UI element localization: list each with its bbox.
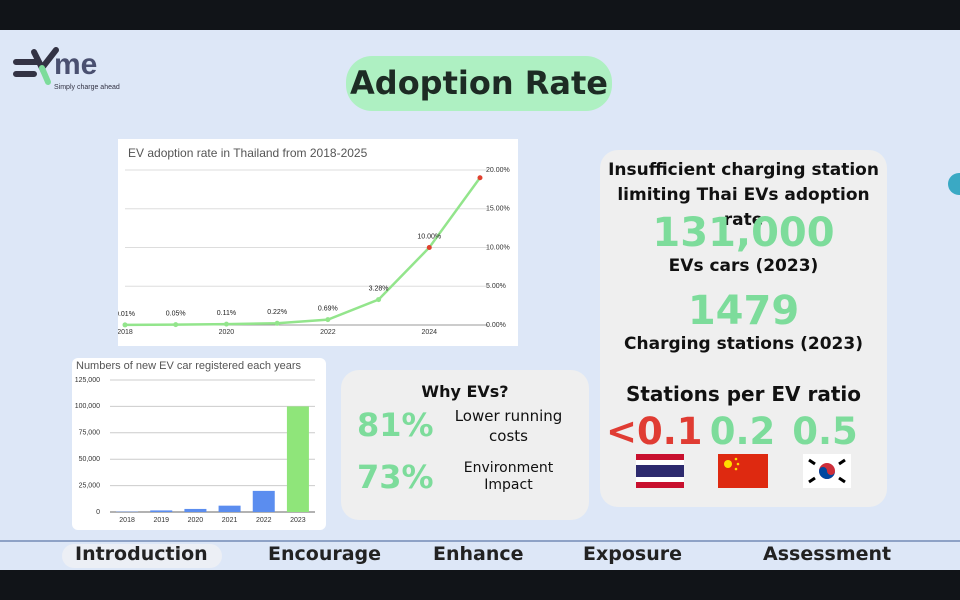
- bottom-bar: [0, 570, 960, 600]
- nav-item[interactable]: Introduction: [75, 543, 208, 565]
- y-tick-label: 20.00%: [486, 167, 510, 174]
- data-label: 10.00%: [417, 233, 441, 240]
- line: [124, 177, 482, 327]
- y-tick-label: 5.00%: [486, 283, 506, 290]
- ratio-value: 0.2: [709, 410, 776, 453]
- nav-item[interactable]: Exposure: [583, 543, 682, 565]
- y-tick-label: 0.00%: [486, 322, 506, 329]
- logo-text: me: [54, 48, 97, 81]
- point: [173, 322, 179, 328]
- nav-item[interactable]: Assessment: [763, 543, 892, 565]
- panel-heading: Insufficient charging station limiting T…: [608, 160, 879, 230]
- why-label: Environment Impact: [463, 460, 554, 493]
- data-label: 0.69%: [318, 305, 338, 312]
- why-label: Lower running costs: [454, 407, 563, 445]
- chart-title: Numbers of new EV car registered each ye…: [76, 360, 301, 372]
- ratio-heading: Stations per EV ratio: [625, 382, 862, 406]
- y-tick-label: 100,000: [75, 403, 100, 410]
- ratio-value: 0.5: [792, 410, 858, 453]
- data-label: 0.01%: [118, 311, 135, 318]
- ratio-value: <0.1: [606, 410, 703, 453]
- flag-thailand: [636, 454, 684, 488]
- stat-value: 1479: [687, 288, 800, 334]
- data-label: 0.05%: [166, 310, 186, 317]
- x-tick-label: 2022: [256, 517, 272, 524]
- data-label: 0.11%: [217, 310, 236, 317]
- stat-label: EVs cars (2023): [668, 256, 819, 276]
- point: [274, 320, 280, 326]
- point: [122, 322, 128, 328]
- flag-korea: [803, 454, 851, 488]
- x-tick-label: 2018: [119, 517, 135, 524]
- line-chart: EV adoption rate in Thailand from 2018-2…: [115, 146, 510, 336]
- data-label: 3.28%: [369, 285, 389, 292]
- point: [376, 297, 382, 303]
- line-chart-card: EV adoption rate in Thailand from 2018-2…: [115, 139, 518, 346]
- x-tick-label: 2021: [222, 517, 238, 524]
- point: [325, 317, 331, 323]
- bar: [252, 490, 275, 512]
- data-label: 0.22%: [267, 309, 287, 316]
- why-value: 73%: [357, 458, 434, 496]
- point: [426, 245, 432, 250]
- x-tick-label: 2018: [118, 329, 133, 336]
- why-value: 81%: [357, 406, 434, 444]
- why-heading: Why EVs?: [421, 382, 509, 401]
- logo-tagline: Simply charge ahead: [54, 84, 120, 91]
- x-tick-label: 2022: [320, 329, 336, 336]
- nav-highlight: [62, 544, 222, 568]
- bar-chart-card: Numbers of new EV car registered each ye…: [72, 358, 326, 530]
- y-tick-label: 25,000: [79, 482, 101, 489]
- title: Adoption Rate: [346, 56, 612, 111]
- bar: [184, 508, 207, 512]
- y-tick-label: 125,000: [75, 377, 100, 384]
- nav-line: [0, 540, 960, 542]
- bar: [150, 510, 173, 512]
- bar: [286, 406, 309, 512]
- y-tick-label: 10.00%: [486, 244, 510, 251]
- y-tick-label: 75,000: [79, 430, 101, 437]
- stats-panel: Insufficient charging station limiting T…: [600, 150, 887, 507]
- why-panel: Why EVs? 81% Lower running costs 73% Env…: [341, 370, 589, 520]
- side-dot: [948, 173, 960, 195]
- point: [477, 175, 483, 181]
- x-tick-label: 2023: [290, 517, 306, 524]
- bar: [218, 505, 241, 512]
- y-tick-label: 0: [96, 509, 100, 516]
- nav-item[interactable]: Encourage: [268, 543, 382, 565]
- logo: me Simply charge ahead: [13, 47, 120, 91]
- top-bar: [0, 0, 960, 30]
- chart-title: EV adoption rate in Thailand from 2018-2…: [128, 146, 368, 160]
- stat-label: Charging stations (2023): [624, 334, 863, 354]
- x-tick-label: 2024: [421, 329, 437, 336]
- x-tick-label: 2020: [219, 329, 235, 336]
- flag-china: [718, 454, 768, 488]
- x-tick-label: 2020: [188, 517, 204, 524]
- y-tick-label: 15.00%: [486, 206, 510, 213]
- bar-chart: Numbers of new EV car registered each ye…: [75, 360, 315, 524]
- point: [223, 321, 229, 327]
- y-tick-label: 50,000: [79, 456, 101, 463]
- stat-value: 131,000: [652, 210, 835, 256]
- nav-item[interactable]: Enhance: [433, 543, 524, 565]
- x-tick-label: 2019: [153, 517, 169, 524]
